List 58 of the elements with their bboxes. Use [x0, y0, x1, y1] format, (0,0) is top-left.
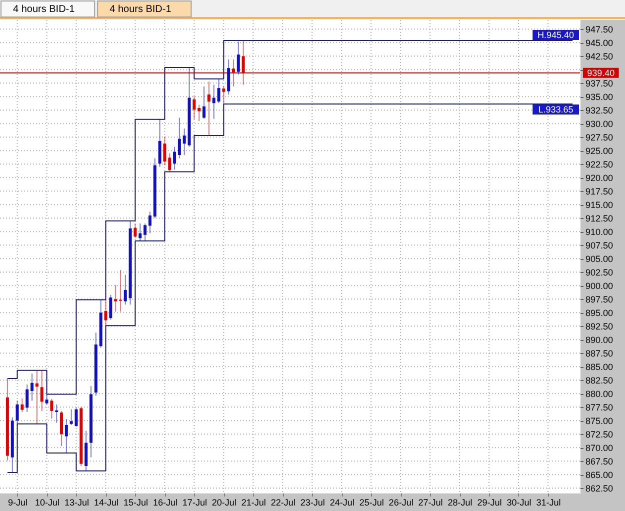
x-tick-label: 28-Jul	[448, 498, 472, 508]
x-tick-label: 22-Jul	[270, 498, 296, 508]
y-tick-label: 920.00	[586, 173, 614, 184]
y-tick-label: 880.00	[586, 389, 614, 400]
y-tick-label: 902.50	[586, 268, 614, 278]
x-tick-label: 31-Jul	[536, 498, 561, 508]
y-tick-label: 942.50	[586, 52, 614, 62]
y-tick-label: 897.50	[586, 294, 614, 305]
y-tick-label: 922.50	[586, 160, 614, 170]
x-tick-label: 30-Jul	[506, 498, 532, 508]
text: 4 hours BID-1	[110, 4, 172, 15]
y-tick-label: 882.50	[586, 376, 614, 386]
x-tick-label: 25-Jul	[359, 498, 384, 508]
x-tick-label: 10-Jul	[35, 498, 60, 508]
y-tick-label: 870.00	[586, 443, 614, 454]
x-tick-label: 23-Jul	[300, 498, 325, 508]
x-tick-label: 29-Jul	[477, 498, 502, 508]
y-tick-label: 892.50	[586, 322, 614, 332]
x-tick-label: 24-Jul	[330, 498, 354, 508]
y-tick-label: 867.50	[586, 456, 614, 467]
y-tick-label: 927.50	[586, 132, 614, 143]
y-tick-label: 930.00	[586, 119, 614, 130]
y-tick-label: 895.00	[586, 308, 614, 318]
ref-line-label: 939.40	[587, 68, 615, 78]
y-tick-label: 890.00	[586, 335, 614, 346]
y-tick-label: 872.50	[586, 430, 614, 440]
x-tick-label: 9-Jul	[8, 498, 28, 508]
x-tick-label: 13-Jul	[64, 498, 90, 508]
y-tick-label: 915.00	[586, 200, 614, 210]
y-tick-label: 937.50	[586, 78, 614, 89]
y-tick-label: 925.00	[586, 146, 614, 156]
y-tick-label: 912.50	[586, 214, 614, 224]
y-tick-label: 947.50	[586, 24, 614, 35]
annotation: L.933.65	[538, 104, 574, 114]
x-tick-label: 20-Jul	[212, 498, 236, 508]
y-tick-label: 887.50	[586, 348, 614, 359]
y-tick-label: 900.00	[586, 281, 614, 292]
y-tick-label: 885.00	[586, 362, 614, 372]
x-tick-label: 27-Jul	[418, 498, 443, 508]
x-tick-label: 26-Jul	[388, 498, 414, 508]
y-tick-label: 910.00	[586, 227, 614, 238]
x-tick-label: 16-Jul	[152, 498, 178, 508]
y-tick-label: 932.50	[586, 106, 614, 116]
y-tick-label: 905.00	[586, 254, 614, 264]
x-tick-label: 14-Jul	[94, 498, 118, 508]
y-tick-label: 862.50	[586, 484, 614, 494]
annotation: H.945.40	[538, 30, 574, 40]
x-tick-label: 17-Jul	[182, 498, 207, 508]
text: 4 hours BID-1	[13, 4, 76, 15]
x-tick-label: 21-Jul	[241, 498, 266, 508]
y-tick-label: 935.00	[586, 92, 614, 102]
y-tick-label: 945.00	[586, 38, 614, 48]
y-tick-label: 877.50	[586, 402, 614, 413]
y-tick-label: 907.50	[586, 240, 614, 251]
y-tick-label: 917.50	[586, 186, 614, 197]
y-tick-label: 865.00	[586, 470, 614, 480]
x-tick-label: 15-Jul	[123, 498, 148, 508]
y-tick-label: 875.00	[586, 416, 614, 426]
